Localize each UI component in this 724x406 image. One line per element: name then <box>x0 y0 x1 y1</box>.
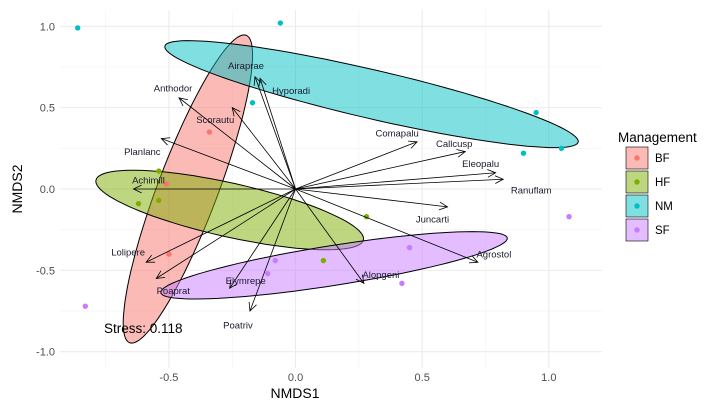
legend-point <box>634 155 640 161</box>
point-nm <box>277 20 284 26</box>
arrowhead <box>248 302 257 312</box>
x-tick-label: 0.0 <box>288 372 303 384</box>
point-sf <box>264 270 271 277</box>
point-bf <box>166 251 172 257</box>
species-label: Airaprae <box>228 61 264 72</box>
vector-callcusp <box>295 151 466 190</box>
species-label: Callcusp <box>436 139 472 150</box>
point-sf <box>566 213 572 220</box>
point-bf <box>163 181 170 187</box>
species-label: Poaprat <box>157 286 191 297</box>
species-label: Eleopalu <box>462 159 499 170</box>
vector-airaprae <box>254 76 296 190</box>
arrowhead <box>145 254 156 263</box>
legend-label: BF <box>655 153 670 165</box>
point-sf <box>82 303 89 309</box>
point-hf <box>135 200 142 207</box>
arrowhead <box>468 255 479 264</box>
species-label: Alopgeni <box>362 270 399 281</box>
ellipses <box>95 34 579 344</box>
point-bf <box>206 129 213 135</box>
species-label: Comapalu <box>375 128 418 139</box>
arrowhead <box>253 75 262 86</box>
arrowhead <box>229 279 238 290</box>
vector-alopgeni <box>295 188 365 284</box>
vector-eleopalu <box>295 172 496 190</box>
arrowhead <box>456 149 467 158</box>
point-nm <box>533 109 539 116</box>
point-hf <box>156 197 162 204</box>
y-axis-title: NMDS2 <box>9 164 25 213</box>
points <box>75 20 572 309</box>
arrowhead <box>408 140 418 149</box>
species-label: Hyporadi <box>272 86 310 97</box>
point-sf <box>406 244 413 251</box>
vector-planlanc <box>161 138 296 190</box>
vector-lolipere <box>145 188 296 263</box>
legend-point <box>634 227 640 233</box>
vector-juncarti <box>295 188 448 208</box>
y-tick-label: 0.5 <box>40 103 55 115</box>
ellipse-sf <box>160 231 508 300</box>
vector-hyporadi <box>259 78 296 190</box>
arrowhead <box>487 169 497 178</box>
vector-agrostol <box>295 188 479 263</box>
y-tick-label: -1.0 <box>36 347 55 359</box>
species-vectors: Airaprae Hyporadi Anthodor Scorautu Planlanc… <box>111 61 551 331</box>
vector-poatriv <box>249 188 296 312</box>
legend: Management BF HF NM SF <box>618 130 697 242</box>
arrowhead <box>160 137 171 146</box>
y-tick-label: 1.0 <box>40 21 55 33</box>
x-axis-title: NMDS1 <box>270 385 319 401</box>
legend-label: NM <box>655 201 673 213</box>
arrowhead <box>178 97 188 107</box>
ellipse-nm <box>164 40 579 149</box>
point-nm <box>249 100 256 106</box>
arrowhead <box>155 270 166 279</box>
vector-anthodor <box>178 97 296 190</box>
point-sf <box>399 280 405 287</box>
legend-point <box>634 203 640 209</box>
vector-elymrepe <box>229 188 296 289</box>
vector-poaprat <box>156 188 296 279</box>
legend-label: HF <box>655 177 670 189</box>
species-label: Lolipere <box>111 248 145 259</box>
vector-ranuflam <box>295 178 504 190</box>
species-label: Planlanc <box>124 147 161 158</box>
x-tick-label: 1.0 <box>541 372 556 384</box>
y-tick-label: 0.0 <box>40 184 55 196</box>
legend-label: SF <box>655 225 670 237</box>
legend-point <box>634 179 640 185</box>
point-sf <box>272 257 278 264</box>
species-label: Ranuflam <box>511 186 552 197</box>
arrowhead <box>355 274 365 285</box>
species-label: Elymrepe <box>226 276 266 287</box>
vector-comapalu <box>295 141 418 190</box>
legend-title: Management <box>618 130 697 145</box>
arrowhead <box>132 184 142 194</box>
point-hf <box>156 168 162 174</box>
species-label: Agrostol <box>476 250 511 261</box>
x-tick-label: 0.5 <box>415 372 430 384</box>
ellipse-hf <box>95 169 365 251</box>
point-nm <box>558 145 565 152</box>
vector-scorautu <box>231 107 296 190</box>
species-label: Anthodor <box>154 83 193 94</box>
arrowhead <box>438 201 449 211</box>
x-tick-label: -0.5 <box>159 372 178 384</box>
arrowhead <box>494 175 505 184</box>
species-label: Juncarti <box>416 214 449 225</box>
arrowhead <box>231 106 241 117</box>
species-label: Scorautu <box>196 115 234 126</box>
point-nm <box>520 150 527 156</box>
arrowhead <box>258 77 267 88</box>
species-label: Achimill <box>132 176 165 187</box>
y-tick-label: -0.5 <box>36 265 55 277</box>
stress-annotation: Stress: 0.118 <box>104 321 183 336</box>
point-hf <box>320 257 327 264</box>
axis-ticks: -0.5 0.0 0.5 1.0 -1.0 -0.5 0.0 0.5 1.0 <box>36 21 556 384</box>
point-nm <box>75 25 81 31</box>
species-label: Poatriv <box>223 321 253 332</box>
